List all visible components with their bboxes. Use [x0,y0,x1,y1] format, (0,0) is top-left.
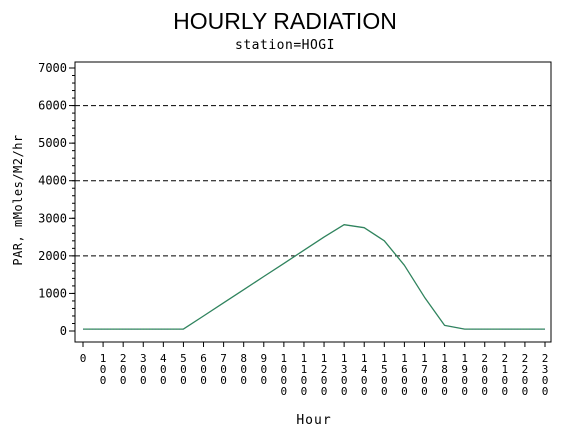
y-axis-label-group: PAR, mMoles/M2/hr [11,134,25,265]
y-tick-label: 5000 [38,136,67,150]
y-tick-label: 2000 [38,249,67,263]
series-line [83,224,545,330]
series-line-overlay [83,224,545,330]
y-tick-label: 3000 [38,211,67,225]
y-tick-label: 6000 [38,99,67,113]
plot-frame [74,61,552,343]
y-tick-label: 7000 [38,61,67,75]
y-tick-label: 4000 [38,174,67,188]
x-tick-label: 0 [80,352,87,365]
x-axis-label: Hour [296,413,331,428]
grid-layer [75,105,551,257]
chart-subtitle: station=HOGI [235,38,335,53]
y-tick-label: 0 [60,324,67,338]
series-layer [83,224,545,330]
y-axis-label: PAR, mMoles/M2/hr [11,134,25,265]
axis-layer: 0 1000 2000 3000 4000 5000 6000 7000 0 1 0 0 2 0 0 3 0 0 4… [38,61,552,398]
chart-title: HOURLY RADIATION [173,8,397,34]
y-tick-label: 1000 [38,286,67,300]
